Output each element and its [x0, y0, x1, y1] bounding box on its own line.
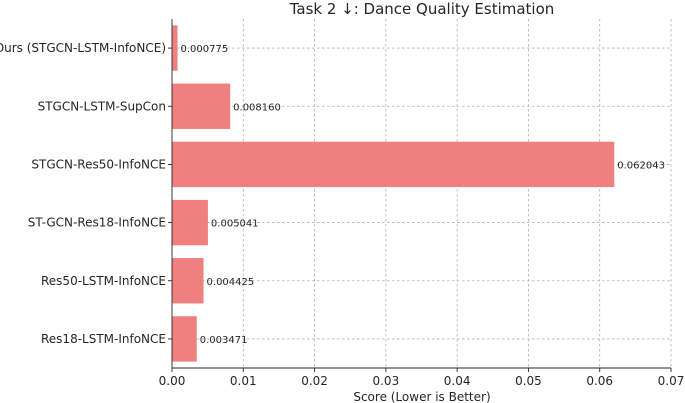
bar-value-label: 0.008160	[233, 102, 281, 113]
y-tick-label: Ours (STGCN-LSTM-InfoNCE)	[0, 41, 166, 55]
bar	[172, 199, 208, 246]
x-tick-label: 0.05	[515, 374, 542, 388]
x-tick-label: 0.00	[159, 374, 186, 388]
y-tick-label: ST-GCN-Res18-InfoNCE	[28, 216, 166, 230]
bar-value-label: 0.000775	[181, 44, 229, 55]
bar	[172, 258, 204, 304]
x-tick-label: 0.06	[586, 374, 613, 388]
labels: 0.00 0.01 0.02 0.03 0.04 0.05 0.06 0.07 0.000775…	[0, 41, 684, 388]
y-tick-label: Res50-LSTM-InfoNCE	[41, 274, 166, 288]
y-tick-label: STGCN-Res50-InfoNCE	[31, 157, 166, 171]
x-tick-label: 0.07	[658, 374, 685, 388]
bars	[172, 25, 615, 362]
bar	[172, 316, 197, 362]
y-tick-label: STGCN-LSTM-SupCon	[38, 99, 166, 113]
bar-value-label: 0.004425	[207, 277, 255, 288]
x-tick-label: 0.01	[230, 374, 257, 388]
x-tick-label: 0.04	[444, 374, 471, 388]
bar-value-label: 0.005041	[211, 219, 259, 230]
x-axis-label: Score (Lower is Better)	[353, 390, 490, 403]
bar	[172, 83, 231, 129]
y-tick-label: Res18-LSTM-InfoNCE	[41, 332, 166, 346]
bar-value-label: 0.003471	[200, 335, 248, 346]
bar-value-label: 0.062043	[617, 160, 665, 171]
bar	[172, 141, 615, 188]
axes	[168, 19, 672, 372]
grid	[171, 19, 672, 368]
x-tick-label: 0.03	[372, 374, 399, 388]
bar	[172, 25, 178, 71]
chart-title: Task 2 ↓: Dance Quality Estimation	[289, 0, 555, 18]
x-tick-label: 0.02	[301, 374, 328, 388]
